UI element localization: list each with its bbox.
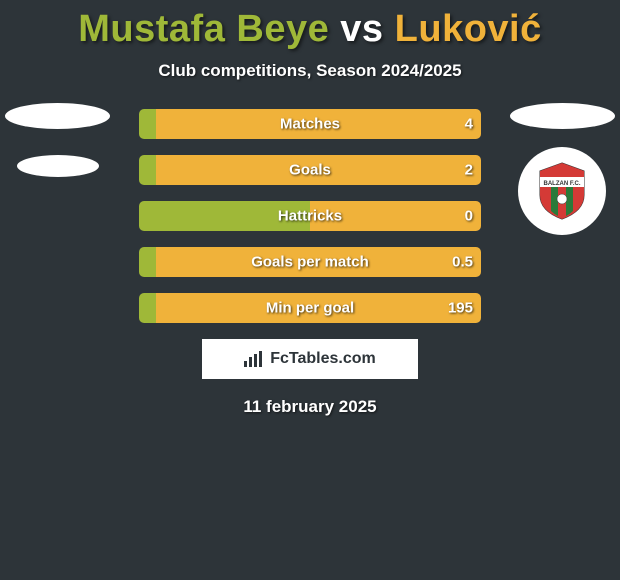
subtitle: Club competitions, Season 2024/2025 [0,61,620,81]
placeholder-ellipse-icon [5,103,110,129]
stat-bars: Matches 4 Goals 2 Hattricks 0 Goals per match 0… [139,109,481,323]
club-badge-circle: BALZAN F.C. [518,147,606,235]
stat-bar-row: Hattricks 0 [139,201,481,231]
stat-bar-right-value: 0 [465,208,473,225]
brand-box: FcTables.com [202,339,418,379]
player2-name: Luković [395,8,542,50]
stats-area: BALZAN F.C. Matches 4 Goals 2 Hattricks 0 Goal… [0,109,620,323]
stat-bar-row: Min per goal 195 [139,293,481,323]
player1-name: Mustafa Beye [78,8,329,50]
stat-bar-label: Goals [289,162,331,179]
left-club-badge [5,103,110,233]
right-club-badge: BALZAN F.C. [510,103,615,233]
brand-text: FcTables.com [270,350,376,368]
stat-bar-right-value: 4 [465,116,473,133]
stat-bar-label: Matches [280,116,340,133]
vs-text: vs [340,8,383,50]
placeholder-ellipse-icon [510,103,615,129]
date-text: 11 february 2025 [0,397,620,417]
stat-bar-label: Min per goal [266,300,354,317]
stat-bar-left-fill [139,293,156,323]
stat-bar-right-value: 2 [465,162,473,179]
stat-bar-left-fill [139,247,156,277]
placeholder-ellipse-icon [17,155,99,177]
stat-bar-right-value: 195 [448,300,473,317]
brand-bars-icon [244,351,264,367]
stat-bar-left-fill [139,155,156,185]
shield-icon: BALZAN F.C. [534,161,590,221]
comparison-title: Mustafa Beye vs Luković [0,0,620,51]
stat-bar-row: Goals per match 0.5 [139,247,481,277]
stat-bar-row: Goals 2 [139,155,481,185]
stat-bar-row: Matches 4 [139,109,481,139]
stat-bar-left-fill [139,109,156,139]
stat-bar-label: Goals per match [251,254,369,271]
stat-bar-label: Hattricks [278,208,342,225]
stat-bar-right-value: 0.5 [452,254,473,271]
club-name-text: BALZAN F.C. [544,181,581,187]
